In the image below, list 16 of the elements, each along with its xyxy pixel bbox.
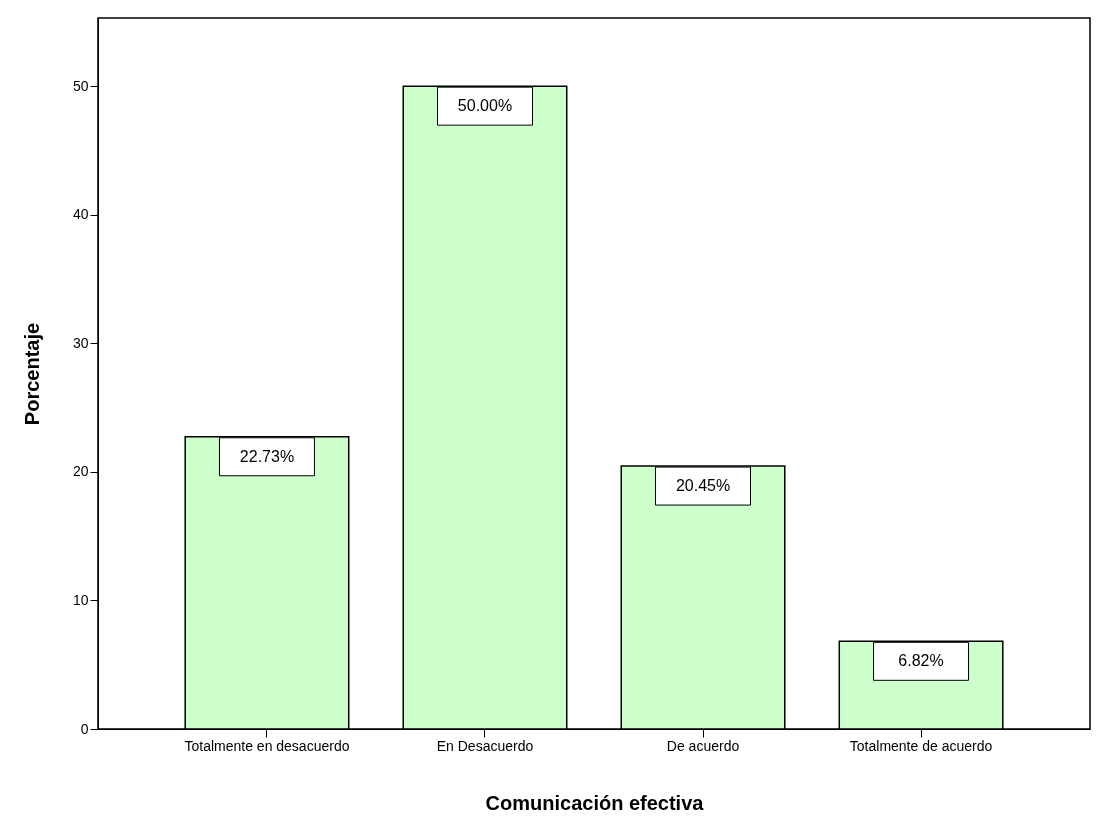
- x-tick-label: En Desacuerdo: [436, 737, 534, 754]
- x-tick-label: Totalmente de acuerdo: [849, 737, 993, 754]
- y-tick-label: 10: [72, 591, 89, 608]
- x-tick-label: Totalmente en desacuerdo: [184, 737, 350, 754]
- data-label: 20.45%: [675, 477, 731, 495]
- y-tick-label: 40: [72, 206, 89, 223]
- y-axis-title: Porcentaje: [20, 322, 43, 426]
- y-tick-label: 0: [80, 720, 89, 737]
- y-tick-label: 30: [72, 334, 89, 351]
- data-label: 22.73%: [239, 447, 295, 465]
- x-axis-title: Comunicación efectiva: [485, 791, 705, 814]
- y-tick-label: 50: [72, 77, 89, 94]
- y-tick-label: 20: [72, 463, 89, 480]
- data-label: 6.82%: [898, 652, 944, 670]
- data-label: 50.00%: [457, 97, 513, 115]
- x-tick-label: De acuerdo: [666, 737, 740, 754]
